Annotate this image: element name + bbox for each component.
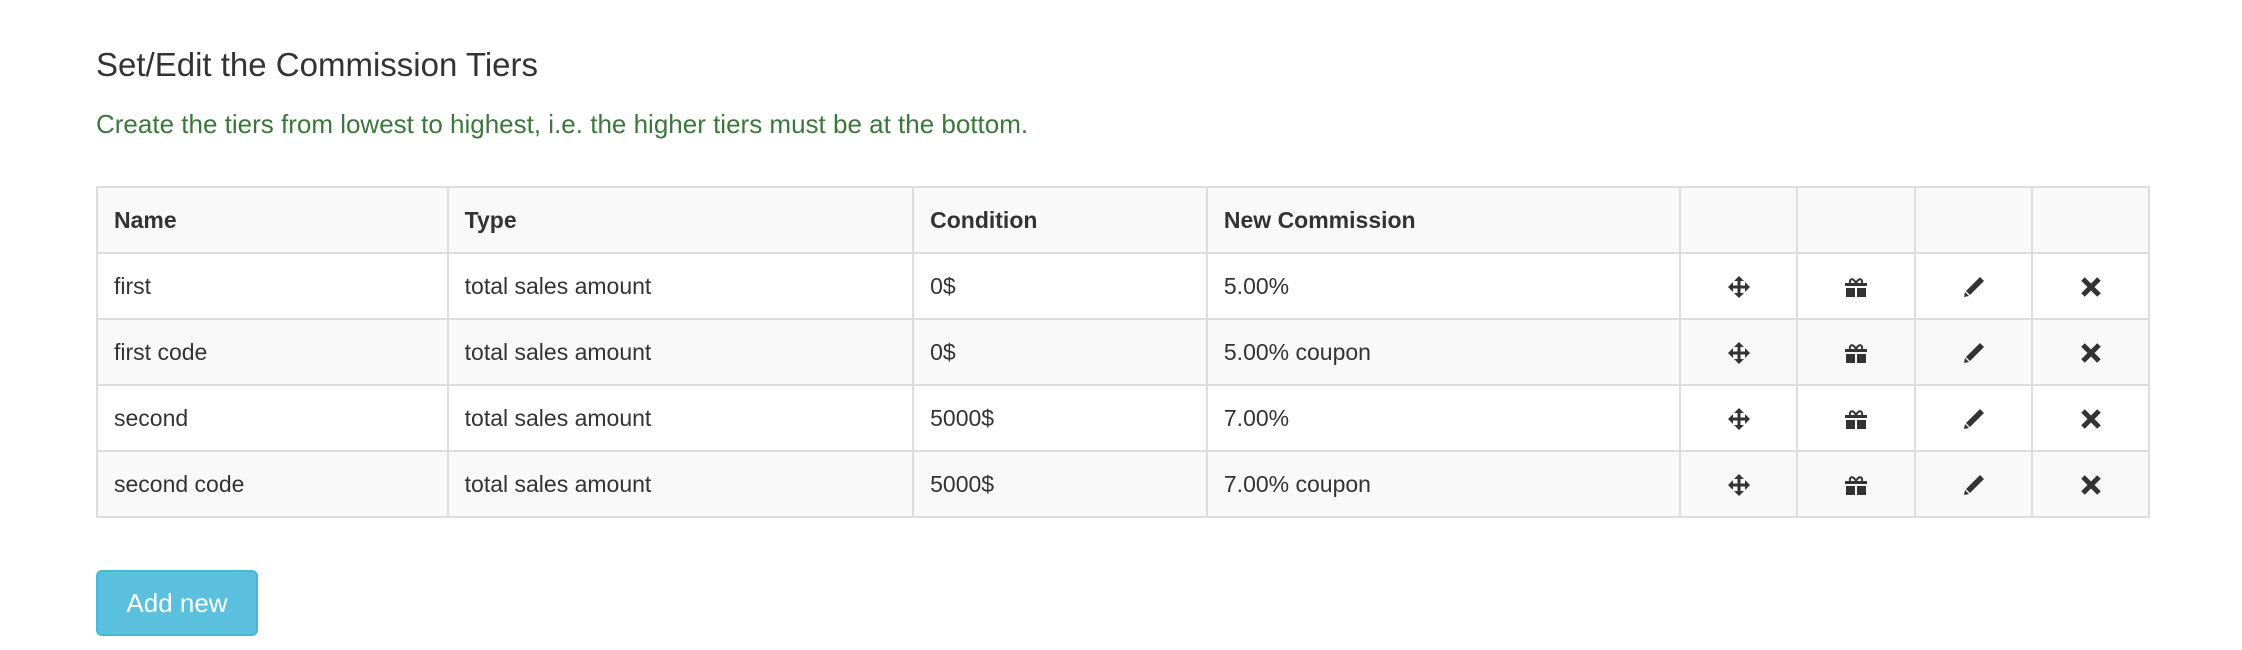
cell-type: total sales amount	[446, 384, 915, 452]
header-blank	[1914, 186, 2034, 254]
gift-icon[interactable]	[1844, 273, 1868, 299]
remove-icon[interactable]	[2080, 339, 2102, 365]
cell-commission: 5.00%	[1205, 252, 1682, 320]
cell-condition: 0$	[912, 318, 1208, 386]
remove-icon[interactable]	[2080, 405, 2102, 431]
table-row: first total sales amount 0$ 5.00%	[96, 252, 2150, 320]
gift-icon[interactable]	[1844, 471, 1868, 497]
pencil-icon[interactable]	[1962, 405, 1986, 431]
cell-name: second code	[96, 450, 449, 518]
move-icon[interactable]	[1727, 339, 1751, 365]
pencil-icon[interactable]	[1962, 471, 1986, 497]
instruction-text: Create the tiers from lowest to highest,…	[96, 109, 1029, 139]
remove-icon[interactable]	[2080, 471, 2102, 497]
tiers-table: Name Type Condition New Commission first…	[96, 186, 2150, 518]
gift-icon[interactable]	[1844, 339, 1868, 365]
cell-condition: 5000$	[912, 450, 1208, 518]
cell-type: total sales amount	[446, 450, 915, 518]
cell-condition: 0$	[912, 252, 1208, 320]
cell-condition: 5000$	[912, 384, 1208, 452]
table-row: second total sales amount 5000$ 7.00%	[96, 384, 2150, 452]
header-blank	[2031, 186, 2150, 254]
cell-name: first	[96, 252, 449, 320]
cell-name: second	[96, 384, 449, 452]
cell-name: first code	[96, 318, 449, 386]
cell-type: total sales amount	[446, 252, 915, 320]
remove-icon[interactable]	[2080, 273, 2102, 299]
page-title: Set/Edit the Commission Tiers	[96, 46, 538, 83]
add-new-button[interactable]: Add new	[96, 570, 258, 636]
cell-commission: 7.00%	[1205, 384, 1682, 452]
pencil-icon[interactable]	[1962, 339, 1986, 365]
header-blank	[1679, 186, 1799, 254]
table-row: second code total sales amount 5000$ 7.0…	[96, 450, 2150, 518]
header-name: Name	[96, 186, 449, 254]
move-icon[interactable]	[1727, 273, 1751, 299]
cell-commission: 5.00% coupon	[1205, 318, 1682, 386]
header-blank	[1796, 186, 1917, 254]
header-new-commission: New Commission	[1205, 186, 1682, 254]
move-icon[interactable]	[1727, 405, 1751, 431]
table-header-row: Name Type Condition New Commission	[96, 186, 2150, 254]
gift-icon[interactable]	[1844, 405, 1868, 431]
header-type: Type	[446, 186, 915, 254]
cell-commission: 7.00% coupon	[1205, 450, 1682, 518]
move-icon[interactable]	[1727, 471, 1751, 497]
table-row: first code total sales amount 0$ 5.00% c…	[96, 318, 2150, 386]
cell-type: total sales amount	[446, 318, 915, 386]
pencil-icon[interactable]	[1962, 273, 1986, 299]
header-condition: Condition	[912, 186, 1208, 254]
